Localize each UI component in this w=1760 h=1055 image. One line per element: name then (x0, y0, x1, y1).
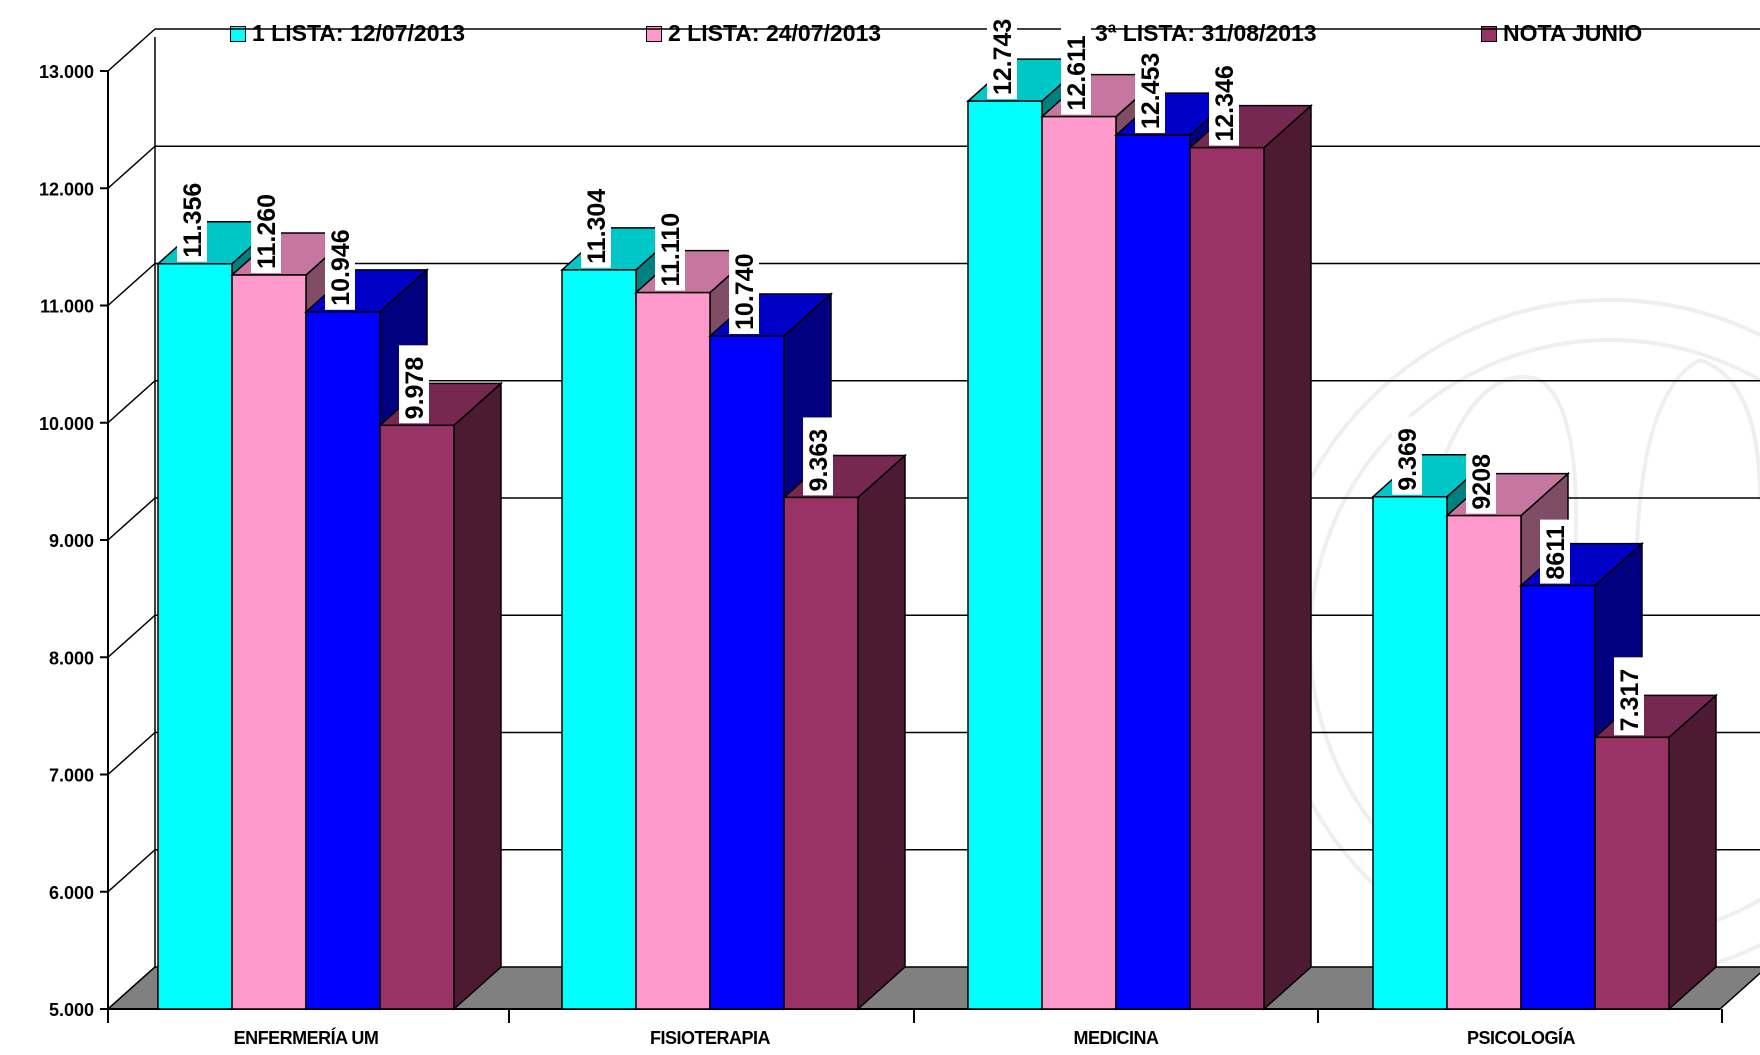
data-label: 10.740 (731, 254, 759, 330)
data-label-bg (803, 417, 833, 496)
gridline-diagonal (107, 380, 156, 424)
bar (967, 100, 1043, 1010)
data-label-group: 9.978 (399, 345, 429, 424)
legend-label-series-1: 1 LISTA: 12/07/2013 (252, 20, 466, 46)
bar (1594, 736, 1670, 1010)
bar (783, 496, 859, 1010)
data-label: 11.260 (253, 194, 281, 269)
bar (1115, 134, 1191, 1010)
bar (305, 311, 381, 1010)
gridline-diagonal (107, 28, 156, 72)
bar-side (1263, 104, 1312, 1011)
gridline-diagonal (107, 614, 156, 658)
data-label: 7.317 (1616, 669, 1644, 732)
y-tick-label: 10.000 (39, 414, 94, 434)
bar (1041, 115, 1117, 1010)
bar (1189, 146, 1265, 1010)
data-label-group: 12.611 (1061, 22, 1091, 115)
data-label: 9208 (1468, 454, 1496, 510)
data-label-bg (1614, 657, 1644, 736)
bar (709, 335, 785, 1010)
category-label: FISIOTERAPIA (650, 1028, 771, 1048)
y-tick-label: 11.000 (40, 297, 94, 317)
bar-side (453, 381, 502, 1011)
data-label-group: 8611 (1540, 519, 1570, 584)
data-label-bg (1466, 449, 1496, 514)
data-label: 8611 (1542, 525, 1570, 579)
gridline-diagonal (107, 262, 156, 307)
category-label: PSICOLOGÍA (1467, 1027, 1576, 1048)
y-tick-label: 7.000 (49, 766, 94, 786)
data-label-bg (1061, 22, 1091, 115)
legend-label-series-2: 2 LISTA: 24/07/2013 (668, 20, 882, 46)
data-label-group: 12.346 (1209, 53, 1239, 146)
data-label-bg (729, 241, 759, 334)
data-label: 9.978 (401, 357, 429, 420)
data-label-bg (399, 345, 429, 424)
gridline-diagonal (107, 731, 156, 776)
bar (1372, 495, 1448, 1010)
bar (157, 263, 233, 1010)
data-label: 12.743 (989, 19, 1017, 95)
bar (1446, 514, 1522, 1010)
data-label-group: 9208 (1466, 449, 1496, 514)
legend-label-series-3: 3ª LISTA: 31/08/2013 (1095, 20, 1317, 46)
y-tick-label: 6.000 (49, 883, 94, 903)
y-tick-label: 9.000 (49, 531, 94, 551)
legend-item-series-1: 1 LISTA: 12/07/2013 (230, 20, 465, 47)
data-label-bg (1540, 519, 1570, 584)
data-label-bg (251, 181, 281, 274)
data-label: 12.346 (1211, 65, 1239, 141)
data-label-group: 9.369 (1392, 416, 1422, 495)
gridline-diagonal (107, 849, 156, 893)
data-label-group: 11.260 (251, 181, 281, 274)
gridline-diagonal (107, 145, 156, 189)
bar-side (1668, 693, 1717, 1011)
bar (379, 424, 455, 1010)
y-tick-label: 5.000 (49, 1000, 94, 1020)
legend-label-series-4: NOTA JUNIO (1503, 20, 1643, 46)
y-tick-label: 8.000 (49, 648, 94, 668)
data-label-bg (581, 175, 611, 268)
data-label-group: 12.743 (987, 7, 1017, 100)
data-label-group: 11.356 (177, 169, 207, 262)
data-label: 12.611 (1063, 35, 1091, 110)
data-label: 9.369 (1394, 428, 1422, 491)
data-label-bg (655, 198, 685, 291)
data-label-group: 10.740 (729, 241, 759, 334)
data-label: 11.110 (657, 213, 685, 287)
data-label-group: 11.110 (655, 198, 685, 291)
y-tick-label: 12.000 (39, 179, 94, 199)
gridline-diagonal (107, 497, 156, 541)
data-label-group: 9.363 (803, 417, 833, 496)
data-label: 11.356 (179, 183, 207, 258)
category-label: ENFERMERÍA UM (234, 1027, 379, 1048)
data-label-group: 11.304 (581, 175, 611, 268)
data-label: 9.363 (805, 429, 833, 492)
y-tick-label: 13.000 (39, 62, 94, 82)
data-label-bg (987, 7, 1017, 100)
data-label: 12.453 (1137, 53, 1165, 129)
data-label-group: 10.946 (325, 217, 355, 310)
data-label-bg (177, 169, 207, 262)
data-label-bg (325, 217, 355, 310)
data-label-bg (1135, 41, 1165, 134)
data-label-group: 7.317 (1614, 657, 1644, 736)
bar (635, 291, 711, 1010)
data-label-group: 12.453 (1135, 41, 1165, 134)
data-label-bg (1392, 416, 1422, 495)
data-label: 10.946 (327, 229, 355, 305)
bar (561, 269, 637, 1010)
legend-item-series-2: 2 LISTA: 24/07/2013 (646, 20, 881, 47)
data-label-bg (1209, 53, 1239, 146)
category-label: MEDICINA (1074, 1028, 1159, 1048)
bar (231, 274, 307, 1010)
bar-side (857, 453, 906, 1011)
legend-item-series-4: NOTA JUNIO (1481, 20, 1642, 47)
bar (1520, 584, 1596, 1010)
data-label: 11.304 (583, 189, 611, 264)
